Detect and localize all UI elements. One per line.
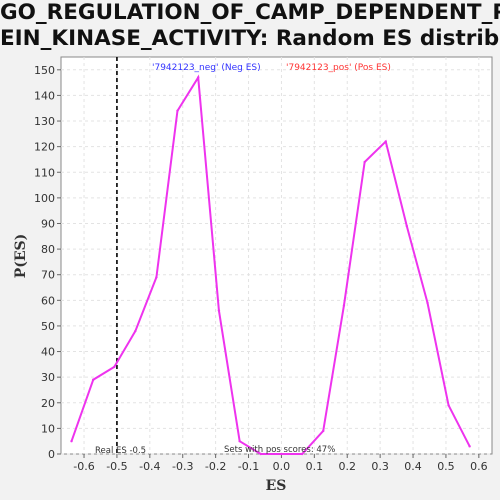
es-distribution-line [70,74,471,455]
chart-title-line-2: EIN_KINASE_ACTIVITY: Random ES distribut… [0,26,500,51]
series-point [70,439,73,443]
series-points [70,76,471,456]
series-point [300,452,304,456]
series-point [405,224,408,228]
chart-title-line-1: GO_REGULATION_OF_CAMP_DEPENDENT_PROT [0,0,500,25]
x-tick-label: 0.1 [306,460,324,473]
series-point [426,301,429,305]
x-tick-label: 0.2 [338,460,356,473]
x-tick-label: 0.3 [371,460,389,473]
x-tick-label: 0.6 [470,460,488,473]
y-axis-label: P(ES) [13,234,29,279]
y-tick-label: 0 [48,448,55,461]
series-point [134,329,137,333]
series-point [384,140,387,143]
x-tick-label: -0.4 [139,460,160,473]
y-tick-label: 10 [41,422,55,435]
legend-neg: '7942123_neg' (Neg ES) [152,63,261,73]
series-point [259,452,262,456]
y-tick-label: 50 [41,320,55,333]
y-tick-label: 120 [34,141,55,154]
y-tick-label: 140 [34,89,55,102]
series-point [238,439,241,443]
chart-title: GO_REGULATION_OF_CAMP_DEPENDENT_PROT EIN… [0,0,500,52]
y-tick-label: 70 [41,269,55,282]
x-tick-label: 0.4 [404,460,422,473]
x-tick-label: -0.5 [106,460,127,473]
series-point [155,276,158,279]
y-tick-label: 40 [41,346,55,359]
series-point [113,365,116,369]
series-point [176,109,179,112]
x-axis-ticks: -0.6 -0.5 -0.4 -0.3 -0.2 -0.1 0.0 0.1 0.2 0.3 0.4 0… [73,454,488,473]
y-tick-label: 80 [41,243,55,256]
grid-lines [61,57,492,455]
x-tick-label: -0.2 [205,460,226,473]
series-point [363,160,366,164]
y-tick-label: 130 [34,115,55,128]
series-point [92,378,95,381]
x-tick-label: -0.1 [238,460,259,473]
y-tick-label: 60 [41,294,55,307]
y-tick-label: 100 [34,192,55,205]
y-axis-ticks: 0 10 20 30 40 50 60 70 80 90 100 110 120 130 140 150 [34,64,61,461]
x-tick-label: -0.3 [172,460,193,473]
y-tick-label: 110 [34,166,55,179]
series-point [447,404,450,407]
series-point [468,445,471,448]
series-point [322,429,325,433]
series-point [196,76,200,79]
pos-scores-annotation: Sets with pos scores: 47% [224,445,335,455]
x-tick-label: 0.0 [273,460,291,473]
x-tick-label: 0.5 [437,460,455,473]
real-es-annotation: Real ES -0.5 [95,446,146,456]
y-tick-label: 90 [41,217,55,230]
x-tick-label: -0.6 [73,460,94,473]
plot-area [60,56,493,455]
legend-pos: '7942123_pos' (Pos ES) [286,63,391,73]
series-point [280,452,283,456]
y-tick-label: 30 [41,371,55,384]
series-point [217,309,221,312]
x-axis-label: ES [266,478,287,494]
y-tick-label: 20 [41,397,55,410]
y-tick-label: 150 [34,64,55,77]
series-point [342,304,346,307]
